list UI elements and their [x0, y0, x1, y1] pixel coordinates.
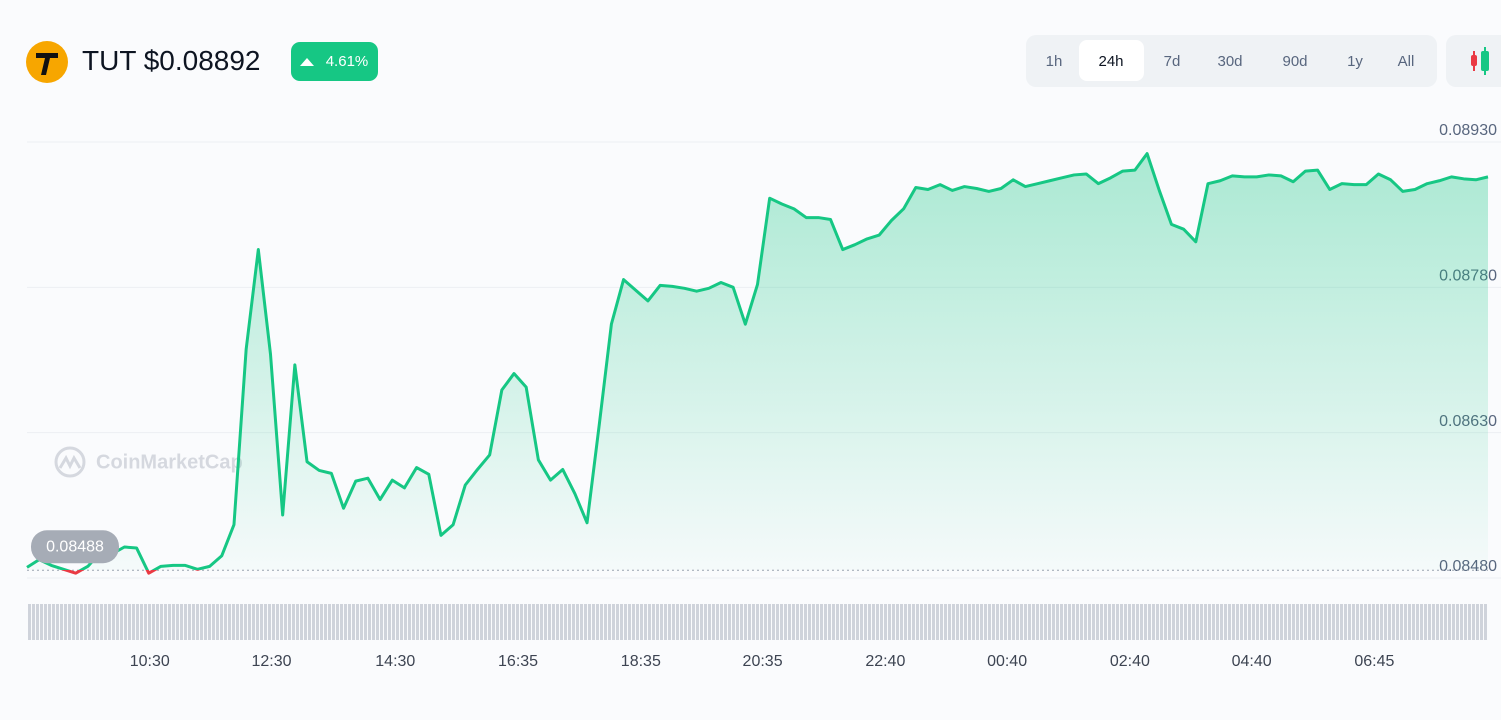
candle-toggle[interactable] [1446, 35, 1501, 87]
timeframe-button[interactable]: 24h [1098, 53, 1123, 70]
area [27, 153, 1488, 574]
change-badge: 4.61% [291, 42, 378, 81]
price-line [26, 152, 1489, 575]
x-tick-label: 20:35 [743, 653, 783, 670]
x-tick-label: 02:40 [1110, 653, 1150, 670]
timeframe-button[interactable]: 1y [1347, 53, 1363, 70]
x-tick-label: 06:45 [1354, 653, 1394, 670]
timeframe-button[interactable]: 7d [1164, 53, 1181, 70]
x-tick-label: 18:35 [621, 653, 661, 670]
change-value: 4.61% [326, 53, 369, 70]
volume-band [27, 604, 1488, 640]
timeframe-button[interactable]: 90d [1282, 53, 1307, 70]
x-tick-label: 10:30 [130, 653, 170, 670]
watermark-text: CoinMarketCap [96, 451, 243, 473]
watermark: CoinMarketCap [54, 446, 243, 478]
coin-logo [26, 41, 68, 83]
baseline-label: 0.08488 [46, 538, 104, 555]
x-tick-label: 12:30 [251, 653, 291, 670]
coin-symbol: TUT [82, 45, 136, 76]
timeframe-button[interactable]: All [1398, 53, 1415, 70]
x-tick-label: 22:40 [865, 653, 905, 670]
x-tick-label: 04:40 [1232, 653, 1272, 670]
baseline-pill [31, 530, 119, 564]
coin-title: TUT $0.08892 [82, 45, 261, 76]
plot: 0.089300.087800.086300.0848010:3012:3014… [26, 122, 1501, 670]
coin-price: $0.08892 [144, 45, 261, 76]
timeframe-selector: 1h 24h 7d 30d 90d 1y All [1026, 35, 1437, 87]
timeframe-button[interactable]: 30d [1217, 53, 1242, 70]
timeframe-active-bg [1079, 40, 1144, 81]
y-tick-label: 0.08930 [1439, 122, 1497, 139]
x-tick-label: 14:30 [375, 653, 415, 670]
x-tick-label: 00:40 [987, 653, 1027, 670]
x-tick-label: 16:35 [498, 653, 538, 670]
timeframe-button[interactable]: 1h [1046, 53, 1063, 70]
